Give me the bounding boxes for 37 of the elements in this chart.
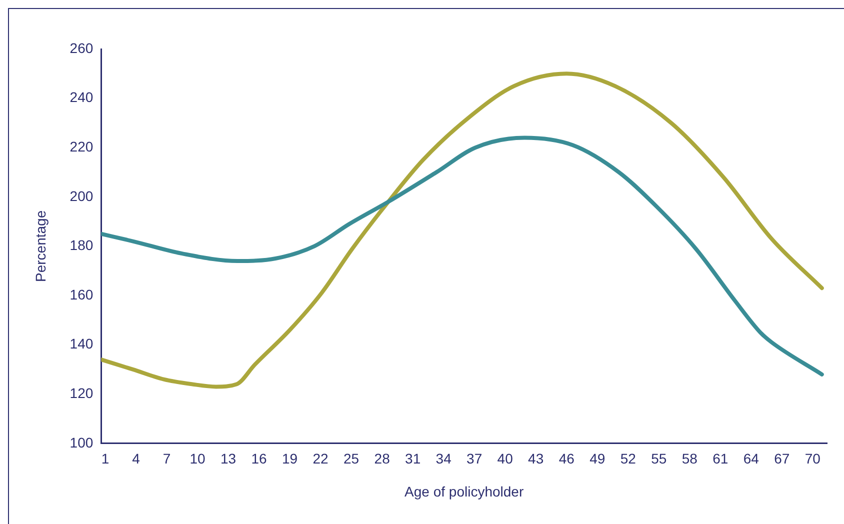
line-series [101,72,824,389]
x-tick-label: 25 [344,450,360,467]
y-tick-label: 140 [70,336,94,352]
x-tick-label: 16 [251,450,268,467]
y-tick-label: 120 [70,384,94,401]
x-axis-title: Age of policyholder [404,483,524,500]
x-tick-label: 37 [466,450,482,467]
x-tick-label: 55 [651,450,667,467]
y-tick-label: 160 [70,286,94,302]
x-tick-label: 40 [497,450,514,467]
x-tick-label: 64 [743,450,760,467]
y-tick-label: 180 [70,237,94,254]
y-tick-label: 220 [70,138,94,154]
x-tick-label: 22 [312,450,329,467]
x-tick-label: 19 [282,450,298,467]
x-tick-label: 1 [101,450,110,467]
x-tick-label: 13 [220,450,236,467]
y-tick-label: 200 [70,188,94,204]
x-tick-label: 70 [804,450,821,467]
y-axis-title: Percentage [32,210,48,282]
x-tick-label: 34 [436,450,452,467]
x-tick-label: 7 [162,450,171,467]
x-tick-label: 58 [682,450,698,467]
x-tick-label: 10 [190,450,206,467]
x-tick-label: 31 [405,450,421,467]
x-tick-label: 28 [374,450,390,467]
x-tick-label: 61 [712,450,728,467]
x-tick-label: 43 [528,450,544,467]
x-tick-label: 4 [132,450,140,467]
line-series [101,136,824,376]
y-tick-label: 100 [70,434,94,450]
x-tick-label: 52 [620,450,636,467]
y-tick-label: 240 [70,89,94,106]
x-tick-label: 49 [590,450,606,467]
y-tick-label: 260 [70,40,94,56]
x-tick-label: 67 [774,450,790,467]
x-tick-label: 46 [558,450,575,467]
